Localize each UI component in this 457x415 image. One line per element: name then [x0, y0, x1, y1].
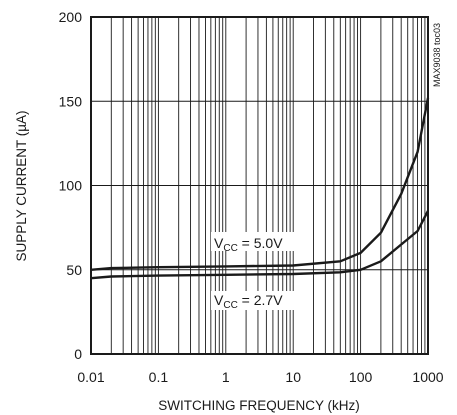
figure-id: MAX9038 toc03 — [432, 23, 442, 87]
series-line-27v — [90, 210, 430, 280]
series-label-27v: VCC = 2.7V — [214, 292, 283, 311]
tick-labels: 0.01 0.1 1 10 100 1000 0 50 100 150 200 — [59, 9, 444, 385]
y-tick-label: 0 — [74, 346, 82, 362]
y-tick-label: 100 — [59, 178, 83, 194]
x-tick-label: 1000 — [412, 369, 443, 385]
series-line-5v — [90, 97, 430, 271]
x-axis-title: SWITCHING FREQUENCY (kHz) — [158, 398, 360, 413]
y-tick-label: 50 — [66, 262, 82, 278]
y-axis-title: SUPPLY CURRENT (µA) — [14, 110, 29, 261]
x-tick-label: 100 — [349, 369, 373, 385]
series-label-5v: VCC = 5.0V — [214, 235, 283, 254]
series-labels: VCC = 5.0V VCC = 2.7V — [211, 232, 298, 311]
plot-frame — [90, 16, 429, 355]
y-tick-label: 200 — [59, 9, 83, 25]
series-layer — [90, 97, 430, 280]
y-tick-label: 150 — [59, 93, 83, 109]
x-tick-label: 1 — [222, 369, 230, 385]
series-label-5v-bg — [211, 232, 298, 251]
x-tick-label: 0.01 — [77, 369, 104, 385]
x-tick-label: 0.1 — [149, 369, 169, 385]
x-tick-label: 10 — [285, 369, 301, 385]
series-label-27v-bg — [211, 291, 298, 310]
